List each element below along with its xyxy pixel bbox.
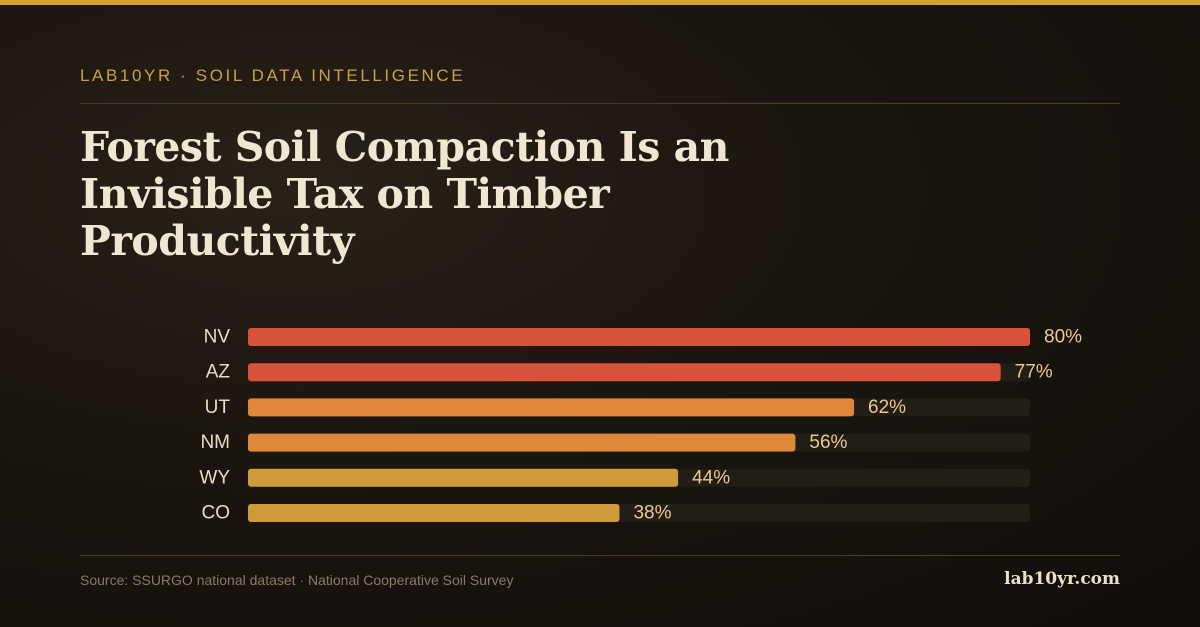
eyebrow: LAB10YR · SOIL DATA INTELLIGENCE: [80, 66, 466, 85]
value-label-az: 77%: [1015, 362, 1053, 383]
footer-divider: [80, 555, 1120, 556]
value-label-nv: 80%: [1044, 327, 1082, 348]
category-label-nm: NM: [200, 432, 230, 453]
bar-ut: [248, 398, 855, 417]
top-accent-rule: [0, 0, 1200, 5]
category-label-nv: NV: [204, 327, 231, 348]
header-divider: [80, 103, 1120, 104]
category-label-wy: WY: [199, 467, 230, 488]
value-label-wy: 44%: [692, 467, 730, 488]
category-label-ut: UT: [205, 397, 231, 418]
bar-nv: [248, 328, 1030, 346]
category-label-az: AZ: [206, 362, 231, 383]
bar-az: [248, 363, 1001, 382]
category-label-co: CO: [202, 503, 231, 524]
page-title: Forest Soil Compaction Is an Invisible T…: [80, 123, 730, 265]
source-note: Source: SSURGO national dataset · Nation…: [80, 572, 514, 588]
value-label-nm: 56%: [809, 432, 847, 453]
value-label-co: 38%: [633, 503, 671, 524]
value-label-ut: 62%: [868, 397, 906, 418]
bar-wy: [248, 468, 679, 487]
bar-nm: [248, 433, 796, 452]
bar-co: [248, 504, 620, 522]
brand-link[interactable]: lab10yr.com: [1004, 569, 1120, 589]
